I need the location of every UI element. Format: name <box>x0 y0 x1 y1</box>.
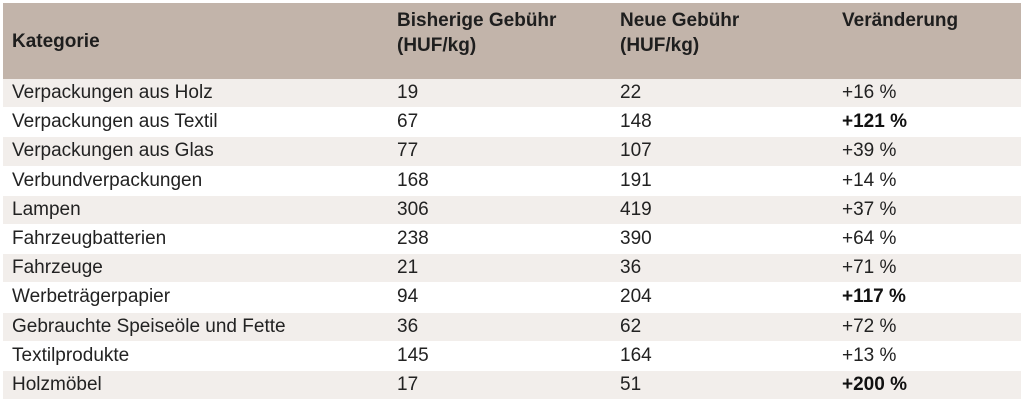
cell-neue-gebuehr: 191 <box>608 166 830 196</box>
table-header: Kategorie Bisherige Gebühr (HUF/kg) Neue… <box>3 3 1021 79</box>
cell-bisherige-gebuehr: 21 <box>385 253 608 284</box>
header-kategorie: Kategorie <box>3 3 385 79</box>
cell-kategorie: Gebrauchte Speiseöle und Fette <box>3 312 385 342</box>
table-row: Verpackungen aus Holz 19 22 +16 % <box>3 79 1021 109</box>
header-neue-gebuehr-label: Neue Gebühr (HUF/kg) <box>620 10 740 56</box>
cell-neue-gebuehr: 419 <box>608 195 830 225</box>
cell-bisherige-gebuehr: 168 <box>385 166 608 196</box>
cell-bisherige-gebuehr: 94 <box>385 282 608 313</box>
cell-veraenderung: +121 % <box>830 107 1021 138</box>
cell-kategorie: Textilprodukte <box>3 341 385 371</box>
cell-neue-gebuehr: 204 <box>608 282 830 313</box>
cell-neue-gebuehr: 51 <box>608 370 830 401</box>
cell-bisherige-gebuehr: 17 <box>385 370 608 401</box>
cell-kategorie: Lampen <box>3 195 385 225</box>
cell-bisherige-gebuehr: 67 <box>385 107 608 138</box>
cell-kategorie: Verpackungen aus Textil <box>3 107 385 138</box>
header-neue-gebuehr: Neue Gebühr (HUF/kg) <box>608 3 830 79</box>
cell-kategorie: Werbeträgerpapier <box>3 282 385 313</box>
table-row: Lampen 306 419 +37 % <box>3 195 1021 225</box>
table-row: Verbundverpackungen 168 191 +14 % <box>3 166 1021 196</box>
cell-bisherige-gebuehr: 306 <box>385 195 608 225</box>
cell-bisherige-gebuehr: 238 <box>385 224 608 255</box>
cell-kategorie: Verbundverpackungen <box>3 166 385 196</box>
cell-veraenderung: +200 % <box>830 370 1021 401</box>
cell-neue-gebuehr: 36 <box>608 253 830 284</box>
header-kategorie-label: Kategorie <box>12 30 100 52</box>
cell-veraenderung: +72 % <box>830 312 1021 342</box>
table-row: Gebrauchte Speiseöle und Fette 36 62 +72 % <box>3 312 1021 342</box>
cell-kategorie: Holzmöbel <box>3 370 385 401</box>
fee-table: Kategorie Bisherige Gebühr (HUF/kg) Neue… <box>3 3 1021 401</box>
table-row: Textilprodukte 145 164 +13 % <box>3 341 1021 371</box>
header-veraenderung: Veränderung <box>830 3 1021 79</box>
cell-bisherige-gebuehr: 77 <box>385 136 608 167</box>
table-row: Verpackungen aus Glas 77 107 +39 % <box>3 136 1021 167</box>
cell-veraenderung: +71 % <box>830 253 1021 284</box>
cell-veraenderung: +39 % <box>830 136 1021 167</box>
cell-neue-gebuehr: 107 <box>608 136 830 167</box>
header-row: Kategorie Bisherige Gebühr (HUF/kg) Neue… <box>3 3 1021 79</box>
cell-bisherige-gebuehr: 145 <box>385 341 608 371</box>
cell-veraenderung: +117 % <box>830 282 1021 313</box>
cell-neue-gebuehr: 390 <box>608 224 830 255</box>
cell-veraenderung: +14 % <box>830 166 1021 196</box>
cell-neue-gebuehr: 62 <box>608 312 830 342</box>
header-bisherige-gebuehr: Bisherige Gebühr (HUF/kg) <box>385 3 608 79</box>
cell-kategorie: Verpackungen aus Glas <box>3 136 385 167</box>
table-row: Werbeträgerpapier 94 204 +117 % <box>3 282 1021 313</box>
table-row: Verpackungen aus Textil 67 148 +121 % <box>3 107 1021 138</box>
cell-veraenderung: +37 % <box>830 195 1021 225</box>
cell-bisherige-gebuehr: 36 <box>385 312 608 342</box>
cell-kategorie: Fahrzeuge <box>3 253 385 284</box>
header-veraenderung-label: Veränderung <box>842 10 959 31</box>
table-body: Verpackungen aus Holz 19 22 +16 % Verpackung… <box>3 79 1021 401</box>
cell-veraenderung: +64 % <box>830 224 1021 255</box>
cell-veraenderung: +13 % <box>830 341 1021 371</box>
cell-kategorie: Verpackungen aus Holz <box>3 79 385 109</box>
table-row: Holzmöbel 17 51 +200 % <box>3 370 1021 401</box>
cell-neue-gebuehr: 164 <box>608 341 830 371</box>
cell-neue-gebuehr: 148 <box>608 107 830 138</box>
cell-neue-gebuehr: 22 <box>608 79 830 109</box>
cell-veraenderung: +16 % <box>830 79 1021 109</box>
fee-table-container: Kategorie Bisherige Gebühr (HUF/kg) Neue… <box>3 3 1021 401</box>
cell-kategorie: Fahrzeugbatterien <box>3 224 385 255</box>
table-row: Fahrzeuge 21 36 +71 % <box>3 253 1021 284</box>
cell-bisherige-gebuehr: 19 <box>385 79 608 109</box>
table-row: Fahrzeugbatterien 238 390 +64 % <box>3 224 1021 255</box>
header-bisherige-gebuehr-label: Bisherige Gebühr (HUF/kg) <box>397 10 557 56</box>
